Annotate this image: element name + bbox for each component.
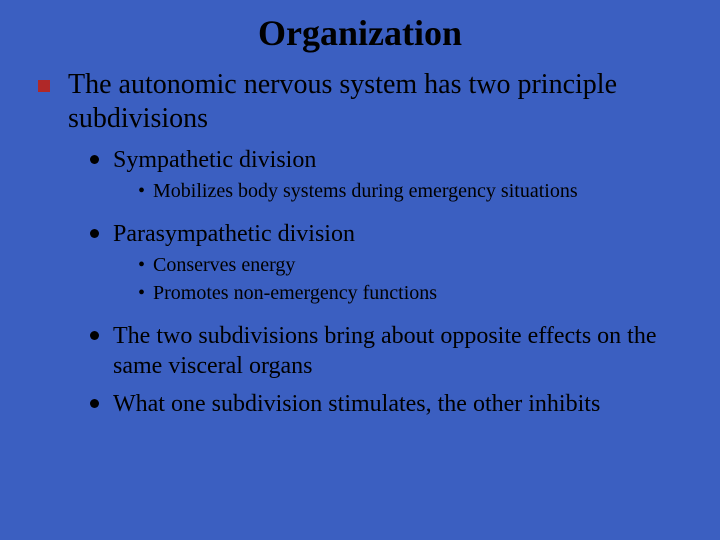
level2-text: Parasympathetic division [113, 219, 355, 249]
slide-title: Organization [30, 12, 690, 54]
spacer [30, 307, 690, 313]
dot-bullet-icon [90, 399, 99, 408]
level3-item: • Conserves energy [138, 253, 690, 277]
level2-text: Sympathetic division [113, 145, 316, 175]
dash-bullet-icon: • [138, 253, 145, 277]
level3-text: Conserves energy [153, 253, 295, 277]
level2-item: Parasympathetic division [90, 219, 690, 249]
level3-text: Promotes non-emergency functions [153, 281, 437, 305]
level2-text: The two subdivisions bring about opposit… [113, 321, 690, 381]
dot-bullet-icon [90, 229, 99, 238]
level3-item: • Mobilizes body systems during emergenc… [138, 179, 690, 203]
dash-bullet-icon: • [138, 179, 145, 203]
level2-item: The two subdivisions bring about opposit… [90, 321, 690, 381]
spacer [30, 205, 690, 211]
dot-bullet-icon [90, 331, 99, 340]
square-bullet-icon [38, 80, 50, 92]
slide: Organization The autonomic nervous syste… [0, 0, 720, 540]
level1-text: The autonomic nervous system has two pri… [68, 68, 690, 135]
level2-item: Sympathetic division [90, 145, 690, 175]
dot-bullet-icon [90, 155, 99, 164]
level2-item: What one subdivision stimulates, the oth… [90, 389, 690, 419]
level3-text: Mobilizes body systems during emergency … [153, 179, 578, 203]
level1-item: The autonomic nervous system has two pri… [38, 68, 690, 135]
dash-bullet-icon: • [138, 281, 145, 305]
level2-text: What one subdivision stimulates, the oth… [113, 389, 600, 419]
level3-item: • Promotes non-emergency functions [138, 281, 690, 305]
